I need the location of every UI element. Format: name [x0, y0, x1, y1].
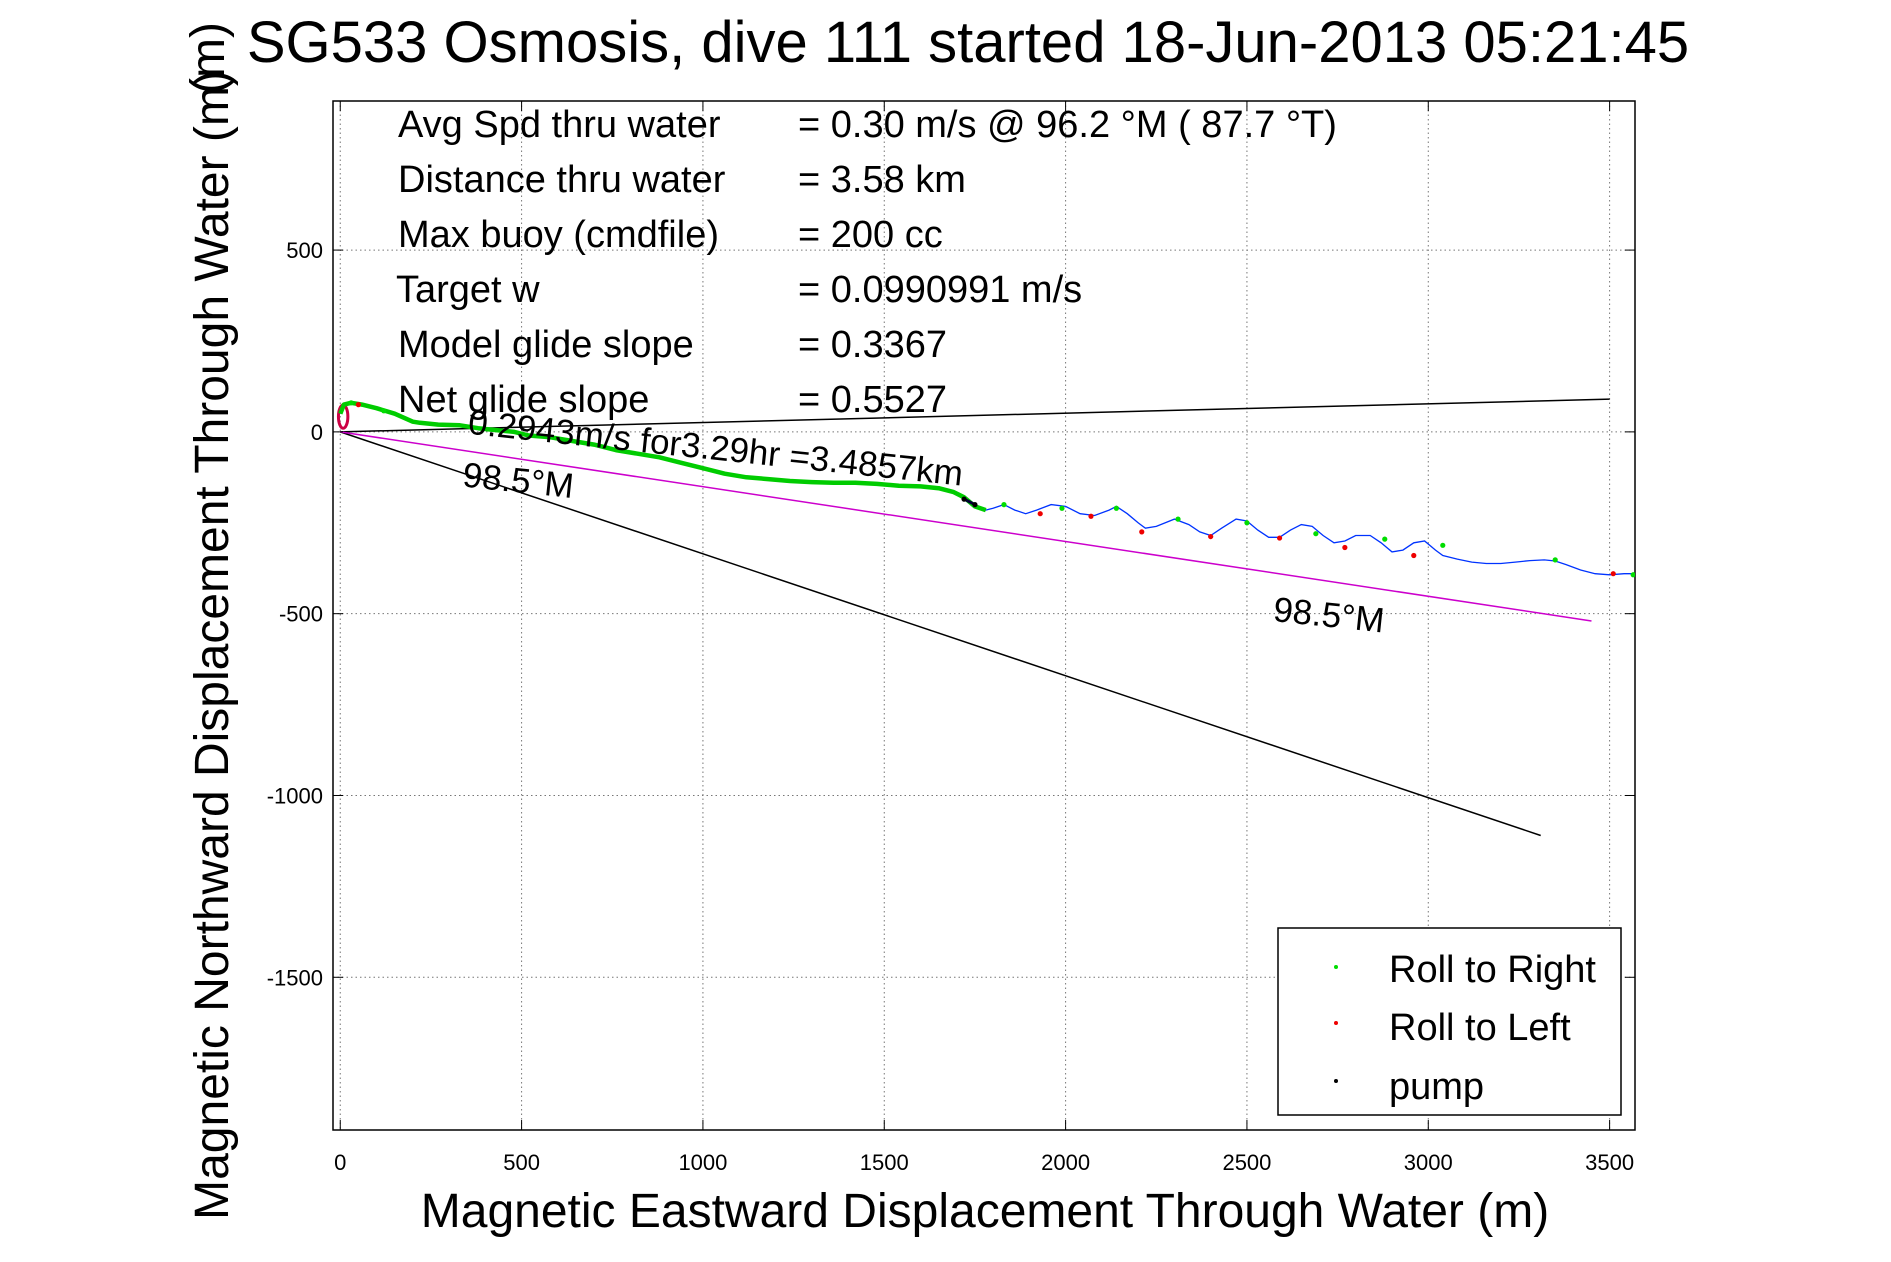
y-tick-label: -1500	[267, 965, 323, 990]
roll-left-marker	[1208, 533, 1214, 540]
y-tick-label: 0	[311, 420, 323, 445]
info-label: Target w	[396, 269, 540, 311]
x-tick-label: 2000	[1041, 1150, 1090, 1175]
x-tick-label: 3000	[1404, 1150, 1453, 1175]
reference-line-black-lower	[340, 431, 1541, 837]
info-value: = 200 cc	[798, 214, 943, 256]
legend-label-roll-right: Roll to Right	[1389, 949, 1596, 991]
info-value: = 3.58 km	[798, 159, 966, 201]
reference-line-black-upper	[340, 398, 1610, 433]
y-tick-label: -1000	[267, 783, 323, 808]
roll-left-marker	[1411, 552, 1417, 559]
x-tick-label: 3500	[1585, 1150, 1634, 1175]
roll-left-marker	[1276, 535, 1283, 541]
roll-right-marker	[1313, 531, 1319, 537]
roll-right-marker	[1059, 505, 1065, 511]
data-layer	[336, 398, 1635, 837]
roll-left-marker	[1088, 513, 1094, 519]
roll-left-marker	[1610, 571, 1616, 577]
legend-label-pump: pump	[1389, 1066, 1484, 1108]
roll-right-marker	[348, 400, 354, 406]
y-tick-label: 500	[286, 238, 323, 263]
x-tick-label: 0	[334, 1150, 346, 1175]
roll-right-marker	[1175, 516, 1181, 522]
axis-ticks: 0 500 1000 1500 2000 2500 3000 3500 500 0 -500 -100…	[267, 101, 1635, 1175]
roll-right-marker	[1440, 542, 1446, 548]
chart-title: SG533 Osmosis, dive 111 started 18-Jun-2…	[247, 10, 1689, 75]
roll-left-marker	[1139, 529, 1145, 535]
roll-right-marker	[381, 408, 387, 414]
roll-left-marker	[1342, 544, 1348, 551]
pump-marker	[972, 502, 978, 508]
roll-right-marker	[1630, 572, 1635, 578]
info-label: Max buoy (cmdfile)	[398, 214, 719, 256]
info-label: Avg Spd thru water	[398, 104, 721, 146]
y-tick-label: -500	[279, 602, 323, 627]
y-axis-label-overflow: (m)	[182, 22, 235, 94]
x-tick-label: 1500	[860, 1150, 909, 1175]
info-value: = 0.3367	[798, 324, 947, 366]
annotation-label: 98.5°M	[1271, 590, 1386, 640]
x-tick-label: 1000	[678, 1150, 727, 1175]
legend: Roll to Right Roll to Left pump	[1277, 927, 1622, 1116]
reference-line-magenta	[340, 431, 1592, 622]
roll-right-trace	[338, 400, 987, 513]
roll-right-marker	[1244, 520, 1250, 526]
roll-right-marker	[1001, 502, 1007, 508]
info-label: Model glide slope	[398, 324, 694, 366]
x-tick-label: 2500	[1222, 1150, 1271, 1175]
info-value: = 0.0990991 m/s	[798, 269, 1082, 311]
annotation-label: 98.5°M	[461, 456, 576, 506]
legend-marker-roll-right	[1334, 965, 1338, 969]
x-axis-label: Magnetic Eastward Displacement Through W…	[421, 1185, 1549, 1238]
info-value: = 0.5527	[798, 379, 947, 421]
plot-area-frame	[332, 100, 1636, 1131]
roll-right-marker	[1552, 557, 1558, 563]
y-axis-label: Magnetic Northward Displacement Through …	[186, 70, 239, 1220]
roll-left-marker	[1037, 511, 1043, 517]
roll-left-marker	[355, 402, 361, 408]
info-label: Net glide slope	[398, 379, 649, 421]
pump-marker	[961, 496, 967, 502]
legend-marker-pump	[1334, 1079, 1338, 1083]
legend-marker-roll-left	[1334, 1021, 1338, 1025]
info-label: Distance thru water	[398, 159, 726, 201]
legend-label-roll-left: Roll to Left	[1389, 1007, 1571, 1049]
roll-right-marker	[1113, 505, 1119, 511]
info-value: = 0.30 m/s @ 96.2 °M ( 87.7 °T)	[798, 104, 1337, 146]
roll-right-marker	[1382, 536, 1388, 542]
info-panel: Avg Spd thru water = 0.30 m/s @ 96.2 °M (…	[396, 104, 1337, 421]
x-tick-label: 500	[503, 1150, 540, 1175]
